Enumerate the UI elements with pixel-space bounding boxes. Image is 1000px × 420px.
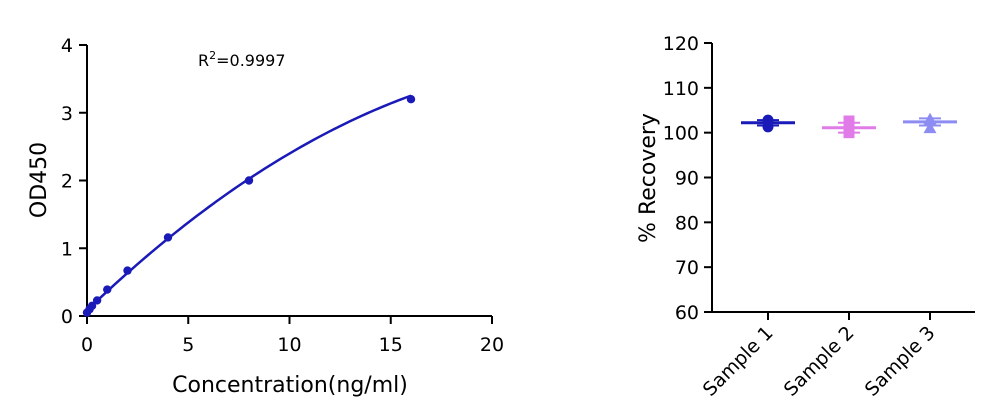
- y-axis-title: % Recovery: [636, 113, 661, 243]
- x-tick-label: 0: [81, 334, 93, 356]
- data-point: [163, 233, 173, 242]
- data-points: [82, 95, 416, 317]
- fit-curve: [86, 94, 412, 312]
- y-tick-label: 70: [675, 257, 699, 279]
- x-tick-label: 15: [379, 334, 403, 356]
- y-tick-label: 4: [61, 35, 73, 57]
- category-label: Sample 1: [699, 322, 778, 401]
- data-point: [123, 266, 132, 275]
- y-tick-label: 2: [61, 171, 73, 193]
- x-tick-label: 5: [182, 334, 194, 356]
- r-squared-prefix: R: [198, 51, 209, 70]
- category-label: Sample 3: [861, 322, 940, 401]
- category-label: Sample 2: [780, 322, 859, 401]
- y-tick-label: 110: [663, 78, 699, 100]
- r-squared-value: =0.9997: [216, 51, 285, 70]
- r-squared-annotation: R2=0.9997: [198, 49, 286, 70]
- x-axis-ticks: 0 5 10 15 20: [81, 316, 504, 356]
- data-point: [923, 114, 937, 127]
- y-tick-label: 100: [663, 123, 699, 145]
- data-point: [923, 121, 937, 134]
- data-point: [87, 301, 97, 311]
- y-tick-label: 80: [675, 212, 699, 234]
- data-point: [406, 95, 416, 104]
- y-tick-label: 60: [675, 302, 699, 324]
- recovery-series: [741, 112, 957, 139]
- r-squared-superscript: 2: [209, 49, 216, 62]
- data-point: [103, 285, 112, 294]
- data-point: [92, 296, 102, 305]
- x-axis-ticks: Sample 1 Sample 2 Sample 3: [699, 312, 940, 401]
- y-tick-label: 3: [61, 103, 73, 125]
- y-tick-label: 90: [675, 168, 699, 190]
- series-sample-2: [822, 115, 876, 139]
- y-axis-title: OD450: [27, 142, 52, 218]
- data-point: [843, 115, 855, 127]
- y-tick-label: 1: [61, 238, 73, 260]
- x-tick-label: 20: [480, 334, 504, 356]
- y-axis-ticks: 0 1 2 3 4: [61, 35, 87, 328]
- y-tick-label: 0: [61, 306, 73, 328]
- y-tick-label: 120: [663, 33, 699, 55]
- y-axis-ticks: 60 70 80 90 100 110 120: [663, 33, 712, 324]
- recovery-chart: 60 70 80 90 100 110 120 Sample 1 Sample 2 Sample…: [636, 33, 975, 401]
- x-axis-title: Concentration(ng/ml): [172, 373, 408, 398]
- series-sample-3: [903, 112, 957, 134]
- x-tick-label: 10: [277, 334, 301, 356]
- series-sample-1: [741, 114, 795, 133]
- data-point: [244, 176, 254, 185]
